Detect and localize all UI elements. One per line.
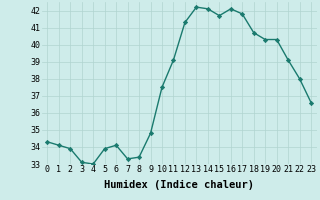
X-axis label: Humidex (Indice chaleur): Humidex (Indice chaleur) — [104, 180, 254, 190]
